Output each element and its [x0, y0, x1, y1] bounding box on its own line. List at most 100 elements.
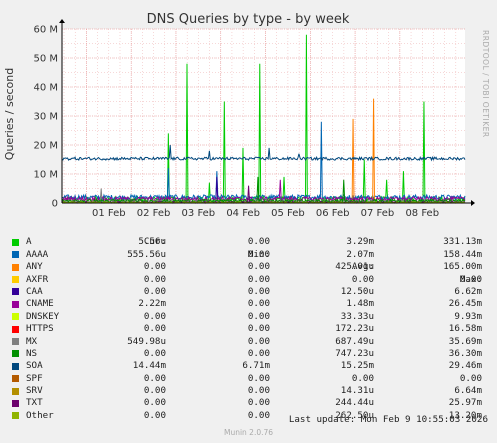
legend-min-value: 0.00 [247, 273, 270, 285]
legend-min-value: 0.00 [247, 385, 270, 397]
legend-cur-value: 549.98u [127, 335, 166, 347]
legend-swatch-aaaa [12, 251, 19, 259]
legend-avg-value: 0.00 [351, 273, 374, 285]
series-line-soa [61, 144, 466, 162]
legend-min-value: 0.00 [247, 236, 270, 248]
legend-avg-value: 33.33u [340, 310, 374, 322]
y-tick-label: 40 M [33, 83, 58, 94]
legend-swatch-axfr [12, 276, 19, 284]
legend-label: SPF [26, 372, 43, 384]
legend-avg-value: 747.23u [335, 347, 374, 359]
legend-avg-value: 425.01u [335, 261, 374, 273]
legend-avg-value: 15.25m [340, 360, 374, 372]
legend-cur-value: 14.44m [132, 360, 166, 372]
series-line-cname [61, 179, 466, 203]
legend-row-aaaa: AAAA 555.56u 0.00 2.07m 158.44m [12, 249, 488, 261]
legend-avg-value: 1.48m [346, 298, 374, 310]
legend-row-srv: SRV 0.00 0.00 14.31u 6.64m [12, 385, 488, 397]
legend-swatch-srv [12, 387, 19, 395]
legend-min-value: 0.00 [247, 298, 270, 310]
legend-avg-value: 12.50u [340, 285, 374, 297]
chart-title: DNS Queries by type - by week [147, 12, 350, 27]
x-tick-label: 02 Feb [137, 208, 171, 219]
legend-max-value: 6.62m [454, 285, 482, 297]
legend-swatch-cname [12, 300, 19, 308]
legend-label: AAAA [26, 248, 49, 260]
x-tick-label: 05 Feb [271, 208, 305, 219]
legend-row-any: ANY 0.00 0.00 425.01u 165.00m [12, 261, 488, 273]
legend-avg-value: 244.44u [335, 397, 374, 409]
y-tick-label: 10 M [33, 170, 58, 181]
legend-avg-value: 0.00 [351, 372, 374, 384]
legend-cur-value: 0.00 [143, 347, 166, 359]
legend-min-value: 0.00 [247, 261, 270, 273]
legend-min-value: 0.00 [247, 409, 270, 421]
legend-max-value: 0.00 [459, 372, 482, 384]
legend-swatch-dnskey [12, 313, 19, 321]
legend-row-txt: TXT 0.00 0.00 244.44u 25.97m [12, 397, 488, 409]
header-avg: Avg: [351, 261, 374, 273]
legend-min-value: 0.00 [247, 248, 270, 260]
legend-avg-value: 3.29m [346, 236, 374, 248]
legend-max-value: 0.00 [459, 273, 482, 285]
legend-max-value: 13.20m [448, 409, 482, 421]
legend-avg-value: 687.49u [335, 335, 374, 347]
legend-min-value: 0.00 [247, 335, 270, 347]
legend-min-value: 0.00 [247, 323, 270, 335]
x-tick-label: 01 Feb [92, 208, 126, 219]
legend-label: SRV [26, 385, 43, 397]
legend-max-value: 165.00m [443, 261, 482, 273]
legend-max-value: 36.30m [448, 347, 482, 359]
x-tick-label: 04 Feb [226, 208, 260, 219]
x-axis-arrow [471, 200, 475, 206]
legend-cur-value: 0.00 [143, 409, 166, 421]
x-tick-label: 06 Feb [316, 208, 350, 219]
legend-cur-value: 0.00 [143, 261, 166, 273]
legend-max-value: 26.45m [448, 298, 482, 310]
legend-row-mx: MX 549.98u 0.00 687.49u 35.69m [12, 336, 488, 348]
y-tick-label: 50 M [33, 54, 58, 65]
legend-swatch-other [12, 412, 19, 420]
legend-avg-value: 262.50u [335, 409, 374, 421]
legend-cur-value: 555.56u [127, 248, 166, 260]
legend-max-value: 35.69m [448, 335, 482, 347]
legend-swatch-soa [12, 362, 19, 370]
legend-row-spf: SPF 0.00 0.00 0.00 0.00 [12, 373, 488, 385]
legend-header: Cur: Min: Avg: Max: [12, 224, 488, 284]
legend-cur-value: 5.56u [138, 236, 166, 248]
legend-label: AXFR [26, 273, 49, 285]
legend-avg-value: 172.23u [335, 323, 374, 335]
legend-label: A [26, 236, 32, 248]
header-min: Min: [247, 248, 270, 260]
legend-label: HTTPS [26, 323, 54, 335]
chart: DNS Queries by type - by week Queries / … [3, 12, 490, 219]
y-tick-label: 30 M [33, 112, 58, 123]
legend-swatch-spf [12, 375, 19, 383]
legend-cur-value: 0.00 [143, 285, 166, 297]
legend-row-https: HTTPS 0.00 0.00 172.23u 16.58m [12, 323, 488, 335]
legend-label: MX [26, 335, 38, 347]
legend-cur-value: 0.00 [143, 310, 166, 322]
legend-min-value: 6.71m [242, 360, 270, 372]
axes [59, 19, 475, 206]
header-max: Max: [459, 273, 482, 285]
last-update: Last update: Mon Feb 9 10:55:03 2026 [288, 414, 488, 425]
legend-label: CNAME [26, 298, 54, 310]
y-tick-label: 60 M [33, 25, 58, 36]
legend-min-value: 0.00 [247, 310, 270, 322]
legend-max-value: 6.64m [454, 385, 482, 397]
x-tick-label: 07 Feb [361, 208, 395, 219]
legend-label: NS [26, 347, 38, 359]
header-cur: Cur: [143, 236, 166, 248]
legend-label: DNSKEY [26, 310, 60, 322]
y-axis-label: Queries / second [3, 68, 16, 160]
legend-swatch-https [12, 325, 19, 333]
legend-label: Other [26, 409, 54, 421]
legend-min-value: 0.00 [247, 347, 270, 359]
legend-cur-value: 0.00 [143, 385, 166, 397]
legend-max-value: 29.46m [448, 360, 482, 372]
rrdtool-watermark: RRDTOOL / TOBI OETIKER [481, 30, 490, 138]
legend-swatch-ns [12, 350, 19, 358]
legend-label: ANY [26, 261, 43, 273]
y-tick-label: 20 M [33, 141, 58, 152]
